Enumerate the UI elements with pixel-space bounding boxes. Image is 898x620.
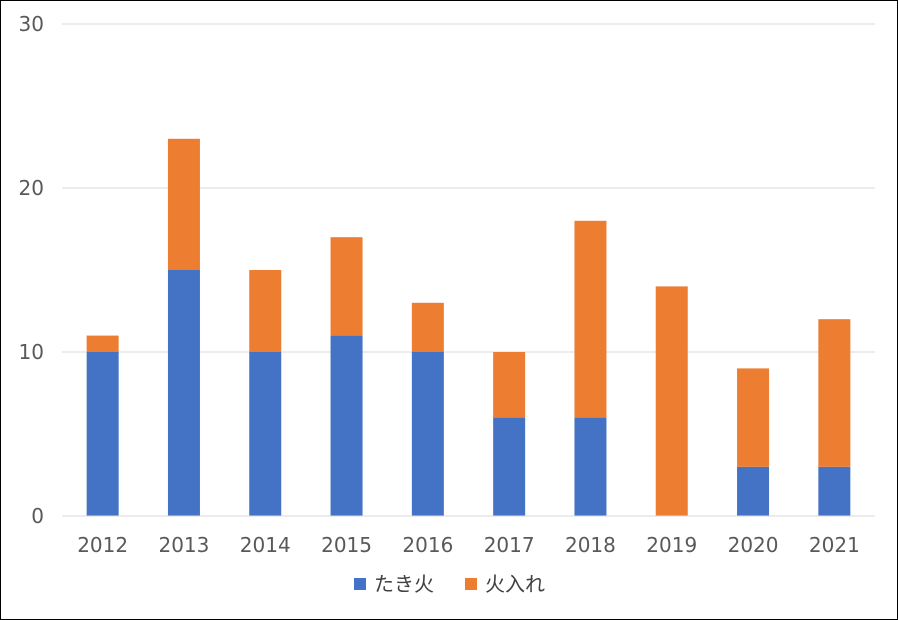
bar-2012-series-1 [86,352,119,516]
bar-2017-series-2 [493,352,526,418]
bar-2013-series-2 [167,138,200,270]
bar-2021-series-1 [818,466,851,516]
bar-2020-series-2 [737,368,770,467]
x-tick-label: 2016 [402,533,453,557]
bar-2020-series-1 [737,466,770,516]
y-tick-label: 30 [19,12,44,36]
x-tick-label: 2015 [321,533,372,557]
y-tick-label: 10 [19,340,44,364]
x-axis: 2012 2013 2014 2015 2016 2017 2018 2019 2020 2021 [62,515,875,557]
y-tick-label: 0 [31,504,44,528]
bar-2018-series-1 [574,417,607,516]
x-tick-label: 2013 [158,533,209,557]
x-tick-label: 2020 [728,533,779,557]
bar-2015-series-1 [330,335,363,516]
legend: たき火 火入れ [354,572,545,596]
x-tick-label: 2021 [809,533,860,557]
bar-2012-series-2 [86,335,119,352]
bar-2013-series-1 [167,270,200,516]
bar-2016-series-1 [411,352,444,516]
bar-2018-series-2 [574,220,607,418]
x-tick-label: 2018 [565,533,616,557]
x-tick-label: 2017 [484,533,535,557]
bar-2015-series-2 [330,237,363,336]
legend-swatch-series-2 [465,578,477,590]
bar-2019-series-2 [655,286,688,516]
bar-2021-series-2 [818,319,851,467]
x-tick-label: 2019 [646,533,697,557]
bar-2014-series-1 [249,352,282,516]
legend-label-series-1: たき火 [374,572,434,596]
legend-swatch-series-1 [354,578,366,590]
x-tick-label: 2012 [77,533,128,557]
bar-2014-series-2 [249,270,282,352]
x-tick-label: 2014 [240,533,291,557]
y-tick-label: 20 [19,176,44,200]
bar-2017-series-1 [493,417,526,516]
bar-2016-series-2 [411,302,444,352]
bars [86,138,851,516]
y-axis: 0 10 20 30 [19,12,44,528]
legend-label-series-2: 火入れ [485,572,545,596]
